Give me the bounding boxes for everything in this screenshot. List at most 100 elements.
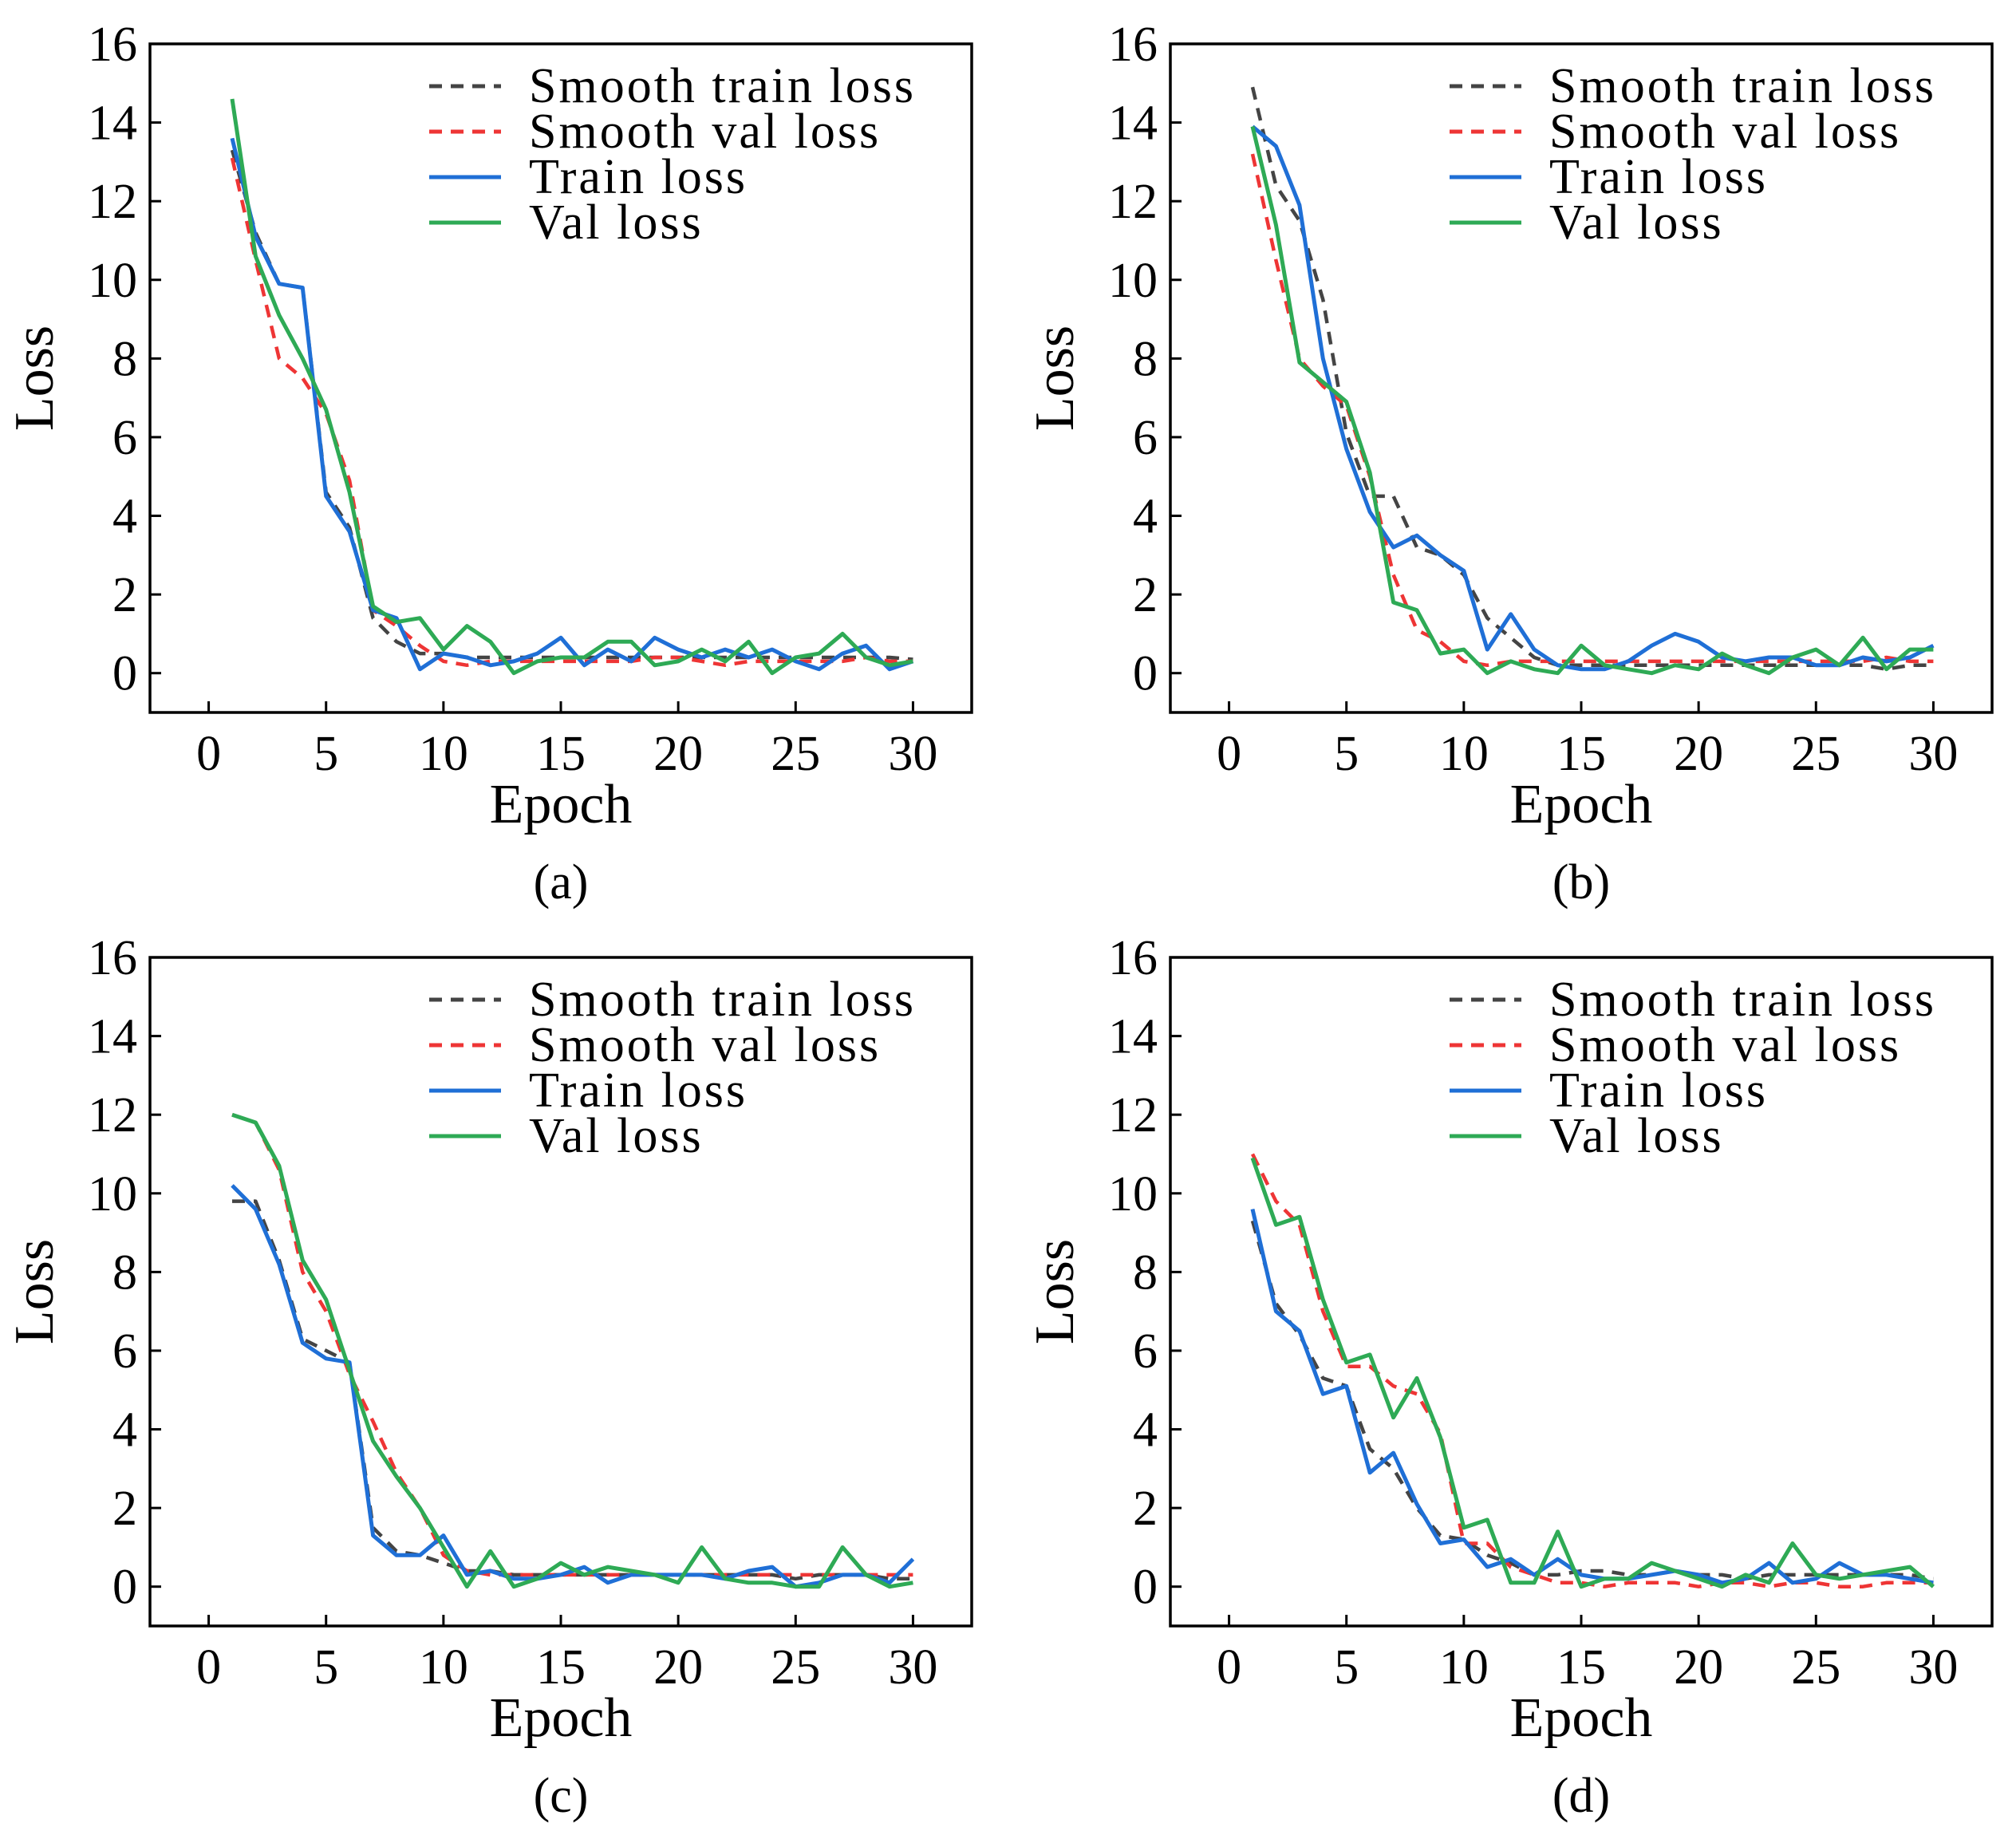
y-tick-label: 14 [1108,97,1158,151]
x-tick-label: 30 [888,1640,937,1695]
y-tick-label: 4 [1133,1403,1158,1458]
y-tick-label: 2 [112,568,137,622]
y-tick-label: 4 [112,490,137,544]
plot-frame [148,42,973,714]
series-line-train-loss [230,137,914,672]
y-tick-label: 8 [1133,1245,1158,1300]
panel-caption: (a) [534,855,589,910]
x-tick-label: 20 [653,727,703,781]
y-tick-label: 0 [112,1561,137,1615]
y-tick-label: 14 [88,97,137,151]
y-tick-label: 16 [1108,931,1158,985]
y-tick-label: 14 [88,1010,137,1064]
panel-c: 0 2 4 6 8 10 12 14 16 0 5 10 15 20 25 30 Epoch Loss (c) Smo… [4,931,973,1823]
series-line-train-loss [1250,1208,1934,1585]
legend-entry: Val loss [529,1109,704,1163]
y-axis-label: Loss [1024,1239,1086,1344]
x-tick-label: 10 [419,727,468,781]
x-tick-label: 25 [771,1640,820,1695]
x-tick-label: 5 [314,1640,338,1695]
x-axis-label: Epoch [1510,774,1653,835]
series-line-val-loss [230,98,913,676]
panel-d: 0 2 4 6 8 10 12 14 16 0 5 10 15 20 25 30 Epoch Loss (d) Smo… [1024,931,1994,1823]
plot-frame [1169,956,1994,1628]
x-tick-label: 30 [1908,1640,1958,1695]
panel-b: 0 2 4 6 8 10 12 14 16 0 5 10 15 20 25 30 Epoch Loss (b) Smo… [1024,18,1994,910]
y-tick-label: 8 [112,332,137,386]
x-tick-label: 15 [1556,1640,1606,1695]
panel-caption: (b) [1552,855,1610,910]
panel-caption: (d) [1552,1769,1610,1823]
series-line-smooth-train-loss [1250,86,1934,672]
x-tick-label: 25 [1791,727,1840,781]
legend-entry: Val loss [1549,195,1724,250]
plot-frame [148,956,973,1628]
y-tick-label: 6 [112,1324,137,1379]
x-tick-label: 30 [888,727,937,781]
x-axis-label: Epoch [1510,1687,1653,1749]
y-tick-label: 12 [88,1088,137,1142]
legend-entry: Smooth val loss [1549,105,1901,159]
y-tick-label: 0 [1133,1561,1158,1615]
series-line-smooth-train-loss [232,1199,913,1581]
y-tick-label: 6 [1133,411,1158,465]
x-tick-label: 15 [536,1640,586,1695]
legend-entry: Train loss [1549,150,1768,204]
y-tick-label: 6 [112,411,137,465]
y-tick-label: 4 [112,1403,137,1458]
x-tick-label: 0 [1217,727,1241,781]
x-tick-label: 10 [1439,1640,1489,1695]
x-axis-label: Epoch [490,1687,633,1749]
series-line-smooth-val-loss [231,1113,913,1577]
legend-entry: Train loss [529,150,748,204]
x-tick-label: 20 [1674,727,1723,781]
y-axis-label: Loss [1024,326,1086,431]
x-tick-label: 0 [1217,1640,1241,1695]
x-tick-label: 10 [419,1640,468,1695]
legend-entry: Smooth train loss [1549,973,1936,1027]
series-line-val-loss [1250,1157,1935,1589]
panel-a: 0 2 4 6 8 10 12 14 16 0 5 10 15 20 25 30 Epoch Loss (a) Smo… [4,18,973,910]
y-tick-label: 0 [1133,647,1158,701]
y-tick-label: 2 [1133,1482,1158,1536]
y-tick-label: 14 [1108,1010,1158,1064]
y-tick-label: 16 [88,931,137,985]
y-tick-label: 8 [112,1245,137,1300]
x-tick-label: 25 [1791,1640,1840,1695]
y-tick-label: 2 [112,1482,137,1536]
x-tick-label: 0 [196,1640,221,1695]
y-tick-label: 8 [1133,332,1158,386]
series-line-train-loss [231,1184,915,1589]
panel-caption: (c) [534,1769,589,1823]
legend-entry: Smooth train loss [529,973,916,1027]
series-line-smooth-train-loss [1250,1220,1934,1581]
legend-entry: Train loss [529,1064,748,1118]
y-tick-label: 16 [1108,18,1158,72]
x-tick-label: 25 [771,727,820,781]
x-tick-label: 0 [196,727,221,781]
x-axis-label: Epoch [490,774,633,835]
x-tick-label: 15 [536,727,586,781]
y-tick-label: 4 [1133,490,1158,544]
plot-frame [1169,42,1994,714]
x-tick-label: 10 [1439,727,1489,781]
legend-entry: Smooth val loss [529,1018,881,1072]
y-tick-label: 12 [1108,1088,1158,1142]
y-tick-label: 0 [112,647,137,701]
series-line-val-loss [1250,125,1934,676]
y-tick-label: 10 [1108,1167,1158,1221]
legend-entry: Smooth train loss [1549,59,1936,113]
legend-entry: Smooth val loss [1549,1018,1901,1072]
legend-entry: Val loss [1549,1109,1724,1163]
y-tick-label: 16 [88,18,137,72]
x-tick-label: 5 [1334,1640,1359,1695]
y-tick-label: 12 [88,175,137,229]
y-tick-label: 2 [1133,568,1158,622]
legend-entry: Train loss [1549,1064,1768,1118]
y-axis-label: Loss [4,326,65,431]
